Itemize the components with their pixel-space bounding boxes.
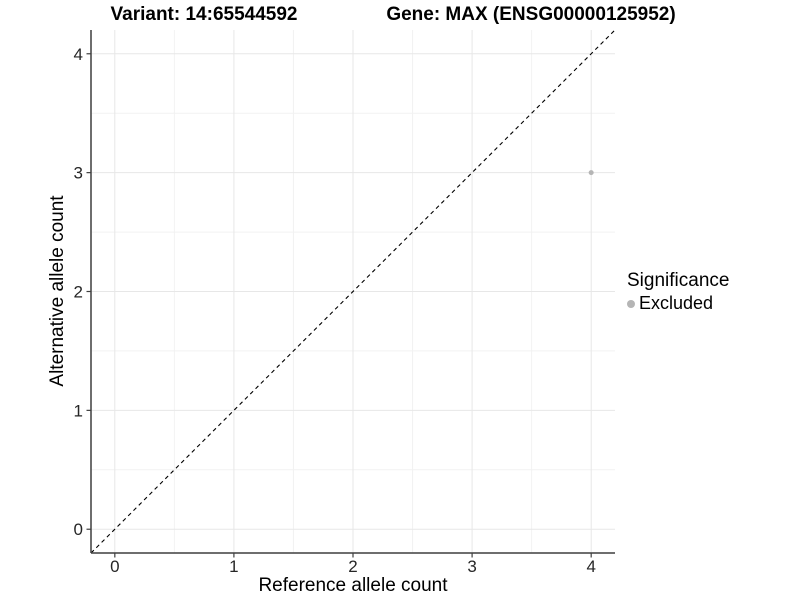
- y-tick-label: 2: [74, 283, 83, 302]
- x-tick-label: 0: [110, 557, 119, 576]
- y-tick-label: 3: [74, 164, 83, 183]
- plot-title-variant: Variant: 14:65544592: [110, 4, 298, 25]
- y-axis-title: Alternative allele count: [47, 195, 68, 387]
- y-tick-label: 0: [74, 520, 83, 539]
- x-axis-title: Reference allele count: [258, 575, 448, 596]
- legend: Significance Excluded: [627, 270, 729, 314]
- y-tick-label: 1: [74, 401, 83, 420]
- legend-point-icon: [627, 299, 635, 308]
- x-tick-label: 2: [348, 557, 357, 576]
- x-tick-label: 1: [229, 557, 238, 576]
- legend-item-excluded: Excluded: [627, 293, 729, 314]
- identity-dashed-line: [90, 29, 616, 554]
- plot-title-gene: Gene: MAX (ENSG00000125952): [386, 4, 676, 25]
- legend-title: Significance: [627, 270, 730, 291]
- y-tick-label: 4: [74, 45, 83, 64]
- legend-item-label: Excluded: [639, 293, 714, 313]
- x-tick-label: 4: [586, 557, 595, 576]
- x-tick-label: 3: [467, 557, 476, 576]
- data-point: [588, 170, 594, 176]
